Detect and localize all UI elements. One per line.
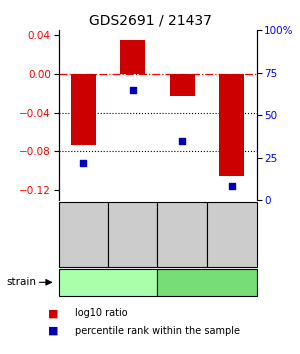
Bar [219, 74, 244, 176]
Bar [71, 74, 96, 145]
Bar [170, 74, 195, 96]
Point [130, 87, 135, 92]
Text: GSM176606: GSM176606 [79, 209, 88, 264]
Text: percentile rank within the sample: percentile rank within the sample [75, 326, 240, 336]
Point [230, 184, 234, 189]
Text: GDS2691 / 21437: GDS2691 / 21437 [88, 13, 212, 28]
Text: ■: ■ [48, 326, 58, 336]
Text: strain: strain [6, 277, 36, 287]
Point [180, 138, 185, 143]
Text: GSM176611: GSM176611 [128, 209, 137, 264]
Point [81, 160, 86, 165]
Text: ■: ■ [48, 308, 58, 318]
Text: wild type: wild type [86, 277, 130, 287]
Bar [120, 40, 145, 74]
Text: dominant negative: dominant negative [161, 277, 253, 287]
Text: GSM175764: GSM175764 [178, 209, 187, 264]
Text: GSM175765: GSM175765 [227, 209, 236, 264]
Text: log10 ratio: log10 ratio [75, 308, 128, 318]
